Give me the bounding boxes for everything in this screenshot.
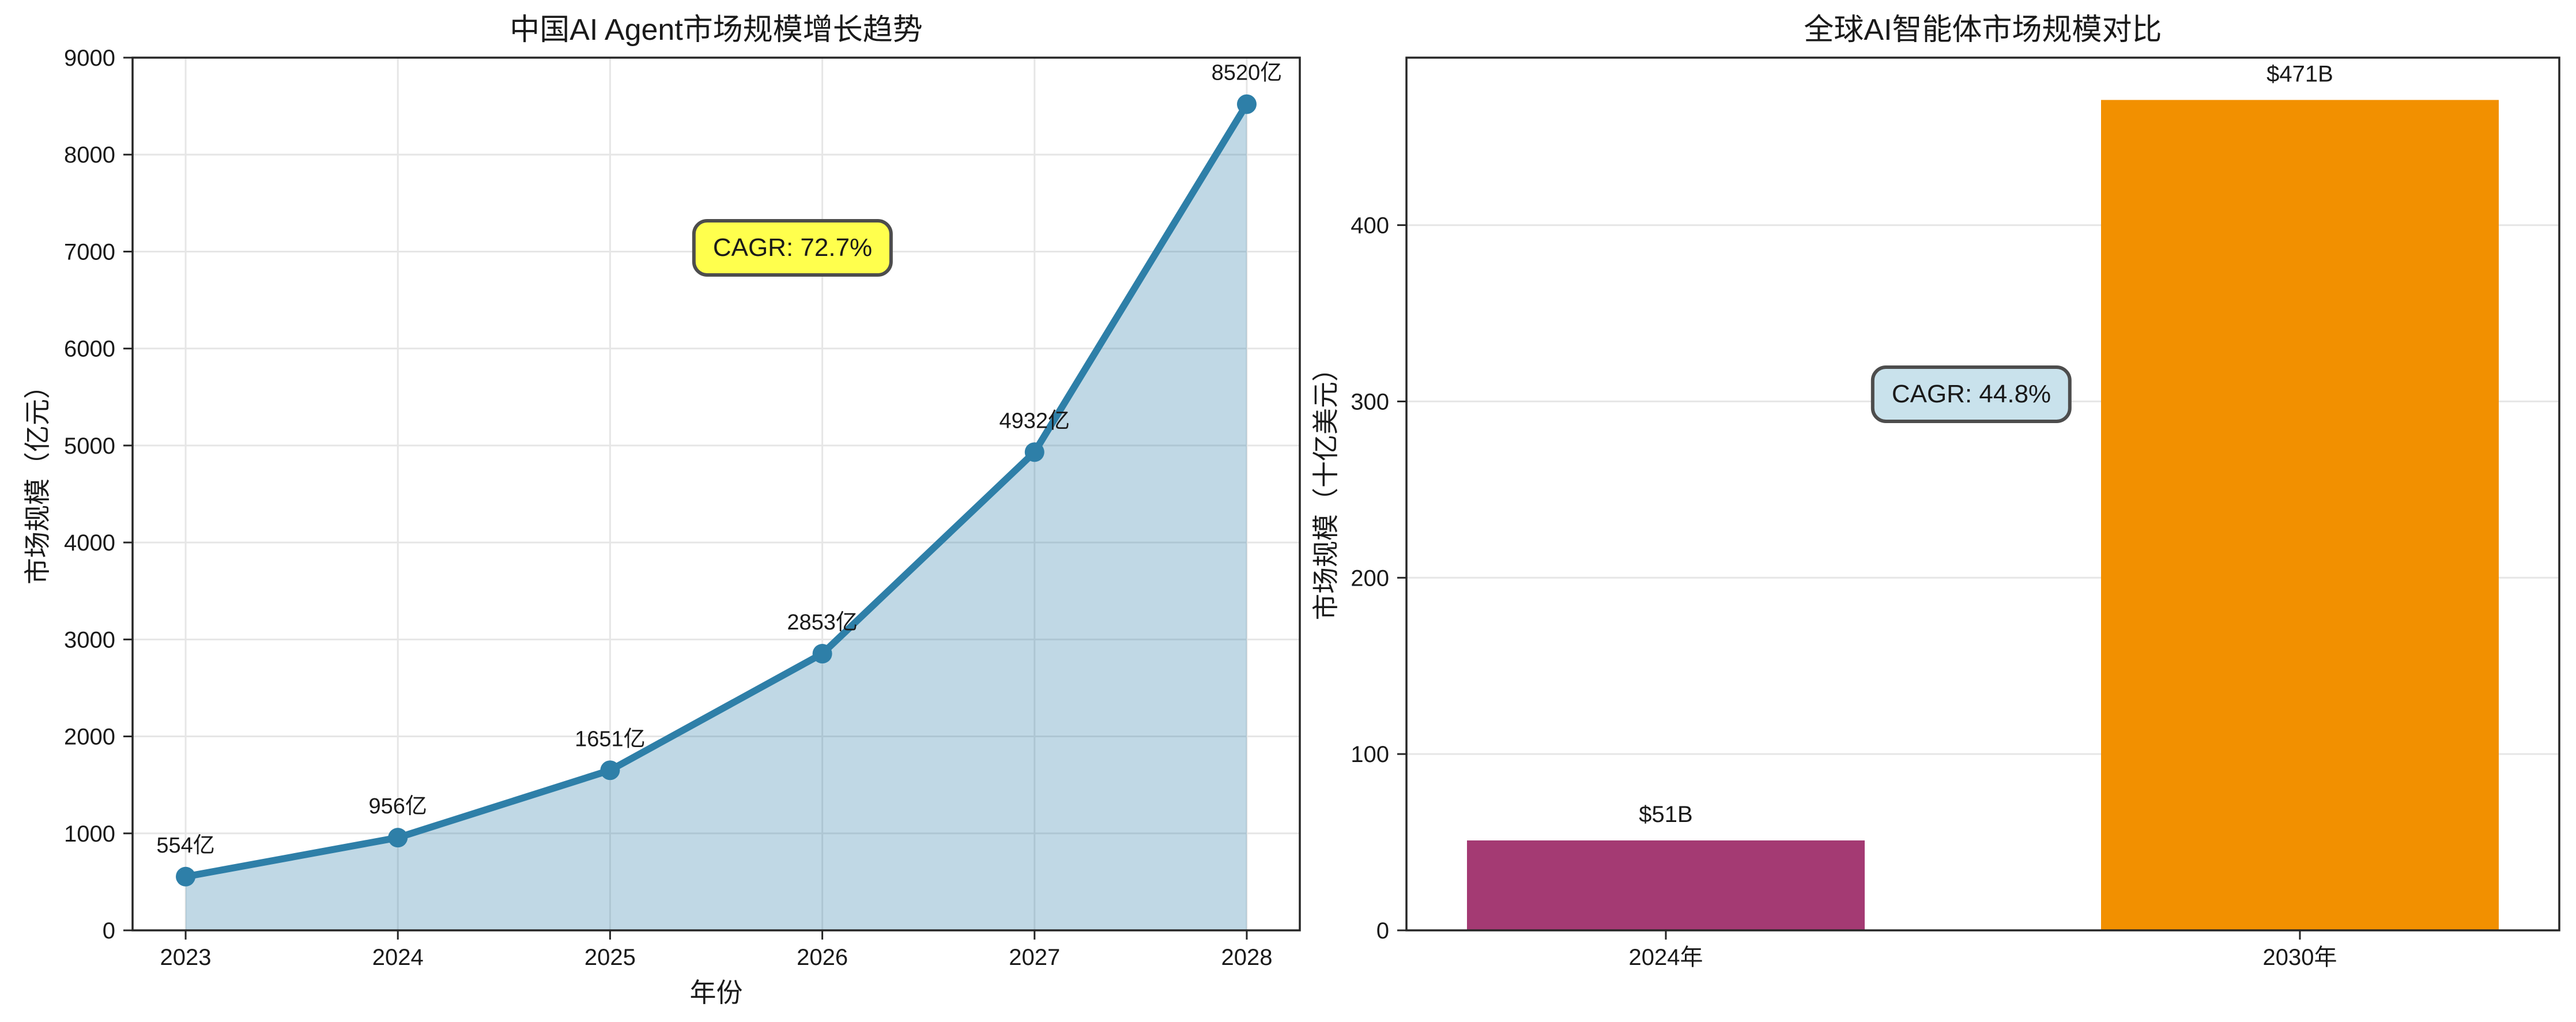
bar xyxy=(2101,100,2499,931)
x-tick-label: 2023 xyxy=(160,945,212,970)
y-tick-label: 7000 xyxy=(64,239,115,265)
bar-value-label: $51B xyxy=(1639,802,1692,827)
bar-chart-plot: $51B $471B 0 100 200 300 400 2024年 2030年 xyxy=(1351,56,2560,970)
y-tick-label: 0 xyxy=(1376,918,1389,944)
y-tick-label: 4000 xyxy=(64,530,115,556)
x-tick-label: 2024年 xyxy=(1629,945,1703,970)
y-tick-label: 0 xyxy=(103,918,115,944)
y-tick-label: 3000 xyxy=(64,627,115,653)
y-tick-label: 300 xyxy=(1351,389,1389,414)
bar-chart-title: 全球AI智能体市场规模对比 xyxy=(1804,13,2162,47)
x-tick-label: 2025 xyxy=(584,945,636,970)
y-tick-label: 6000 xyxy=(64,337,115,362)
x-tick-label: 2027 xyxy=(1009,945,1060,970)
data-point-label: 1651亿 xyxy=(575,727,646,751)
y-tick-label: 200 xyxy=(1351,565,1389,591)
bar-chart-y-axis-label: 市场规模（十亿美元） xyxy=(1311,355,1341,620)
data-point-label: 8520亿 xyxy=(1212,61,1283,85)
y-tick-label: 8000 xyxy=(64,142,115,168)
x-tick-label: 2030年 xyxy=(2263,945,2337,970)
y-tick-label: 2000 xyxy=(64,725,115,750)
data-point-marker xyxy=(812,644,832,664)
y-tick-label: 5000 xyxy=(64,433,115,459)
data-point-marker xyxy=(1236,94,1257,114)
line-chart-y-axis-label: 市场规模（亿元） xyxy=(22,372,52,584)
data-point-marker xyxy=(600,760,620,780)
data-point-marker xyxy=(1024,442,1044,462)
trend-line xyxy=(182,100,1250,880)
cagr-annotation-bar-chart: CAGR: 44.8% xyxy=(1870,365,2072,423)
line-chart-plot: 554亿 956亿 1651亿 2853亿 4932亿 8520亿 0 1000 2000 300… xyxy=(64,46,1301,970)
line-chart-title: 中国AI Agent市场规模增长趋势 xyxy=(510,13,923,47)
y-tick-label: 100 xyxy=(1351,742,1389,767)
data-point-marker xyxy=(176,866,196,887)
axes-frame xyxy=(1405,56,2560,932)
area-fill xyxy=(186,104,1247,930)
data-point-label: 554亿 xyxy=(156,834,214,858)
x-tick-label: 2028 xyxy=(1221,945,1272,970)
data-point-marker xyxy=(388,828,408,848)
line-chart-x-axis-label: 年份 xyxy=(689,978,743,1008)
bar-value-label: $471B xyxy=(2266,61,2333,86)
cagr-annotation-line-chart: CAGR: 72.7% xyxy=(692,219,893,277)
x-tick-label: 2026 xyxy=(797,945,848,970)
data-point-label: 956亿 xyxy=(369,794,427,819)
axes-frame xyxy=(131,56,1301,932)
data-point-label: 4932亿 xyxy=(999,409,1070,433)
y-tick-label: 9000 xyxy=(64,46,115,71)
y-tick-label: 1000 xyxy=(64,821,115,847)
data-point-label: 2853亿 xyxy=(787,610,858,635)
y-tick-label: 400 xyxy=(1351,213,1389,239)
bar xyxy=(1467,840,1865,930)
x-tick-label: 2024 xyxy=(372,945,424,970)
